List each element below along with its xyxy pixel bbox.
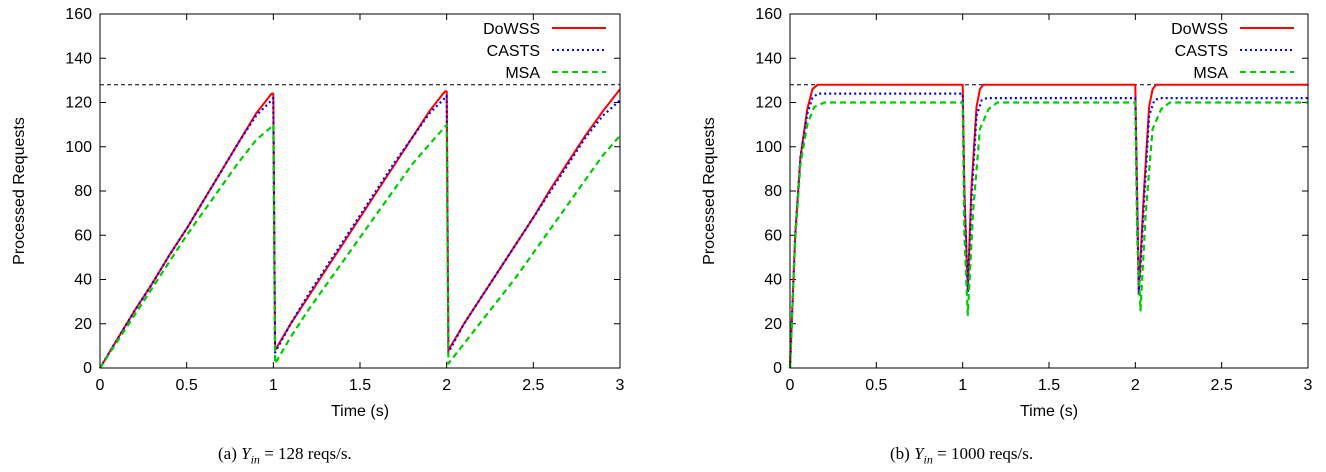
series-line-dowss bbox=[99, 88, 621, 369]
y-tick-label: 0 bbox=[83, 360, 92, 377]
y-tick-label: 100 bbox=[755, 139, 782, 156]
legend-label: CASTS bbox=[487, 43, 540, 60]
x-tick-label: 2 bbox=[442, 377, 451, 394]
series-line-msa bbox=[99, 123, 621, 369]
x-tick-label: 0.5 bbox=[865, 377, 887, 394]
y-tick-label: 20 bbox=[764, 316, 782, 333]
chart-panel-0: 0 20 40 60 80 100 120 140 160 0 0.5 1 1.5 2 2.5 3 DoWSS C… bbox=[11, 6, 625, 420]
y-tick-label: 160 bbox=[755, 6, 782, 23]
y-tick-label: 80 bbox=[74, 183, 92, 200]
series-line-dowss bbox=[789, 83, 1308, 369]
y-tick-label: 40 bbox=[74, 272, 92, 289]
x-axis-label: Time (s) bbox=[331, 403, 389, 420]
x-tick-label: 1.5 bbox=[349, 377, 371, 394]
x-tick-label: 1 bbox=[269, 377, 278, 394]
y-tick-label: 120 bbox=[65, 95, 92, 112]
series-line-casts bbox=[99, 94, 621, 369]
y-tick-label: 60 bbox=[74, 227, 92, 244]
legend-label: MSA bbox=[1193, 65, 1228, 82]
x-tick-label: 0.5 bbox=[176, 377, 198, 394]
plot-frame bbox=[789, 13, 1309, 369]
x-tick-label: 3 bbox=[1304, 377, 1313, 394]
legend-label: DoWSS bbox=[483, 21, 540, 38]
y-axis-label: Processed Requests bbox=[11, 117, 28, 265]
y-tick-label: 20 bbox=[74, 316, 92, 333]
x-tick-label: 2.5 bbox=[522, 377, 544, 394]
x-tick-label: 3 bbox=[616, 377, 625, 394]
y-axis-label: Processed Requests bbox=[701, 117, 718, 265]
x-tick-label: 0 bbox=[96, 377, 105, 394]
series-line-casts bbox=[788, 92, 1308, 369]
y-tick-label: 60 bbox=[764, 227, 782, 244]
caption-a: (a) Yin = 128 reqs/s. bbox=[218, 444, 352, 467]
x-tick-label: 1 bbox=[958, 377, 967, 394]
legend-label: DoWSS bbox=[1171, 21, 1228, 38]
y-tick-label: 120 bbox=[755, 95, 782, 112]
y-tick-label: 140 bbox=[755, 50, 782, 67]
x-axis-label: Time (s) bbox=[1020, 403, 1078, 420]
series-line-msa bbox=[788, 101, 1308, 369]
x-tick-label: 1.5 bbox=[1038, 377, 1060, 394]
y-tick-label: 80 bbox=[764, 183, 782, 200]
x-tick-label: 2.5 bbox=[1211, 377, 1233, 394]
x-tick-label: 0 bbox=[786, 377, 795, 394]
plot-frame bbox=[99, 13, 621, 369]
x-tick-label: 2 bbox=[1131, 377, 1140, 394]
legend-label: MSA bbox=[505, 65, 540, 82]
legend-label: CASTS bbox=[1175, 43, 1228, 60]
y-tick-label: 40 bbox=[764, 272, 782, 289]
chart-panel-1: 0 20 40 60 80 100 120 140 160 0 0.5 1 1.5 2 2.5 3 DoWSS C… bbox=[701, 6, 1313, 420]
caption-b: (b) Yin = 1000 reqs/s. bbox=[890, 444, 1034, 467]
y-tick-label: 0 bbox=[773, 360, 782, 377]
y-tick-label: 100 bbox=[65, 139, 92, 156]
y-tick-label: 160 bbox=[65, 6, 92, 23]
y-tick-label: 140 bbox=[65, 50, 92, 67]
